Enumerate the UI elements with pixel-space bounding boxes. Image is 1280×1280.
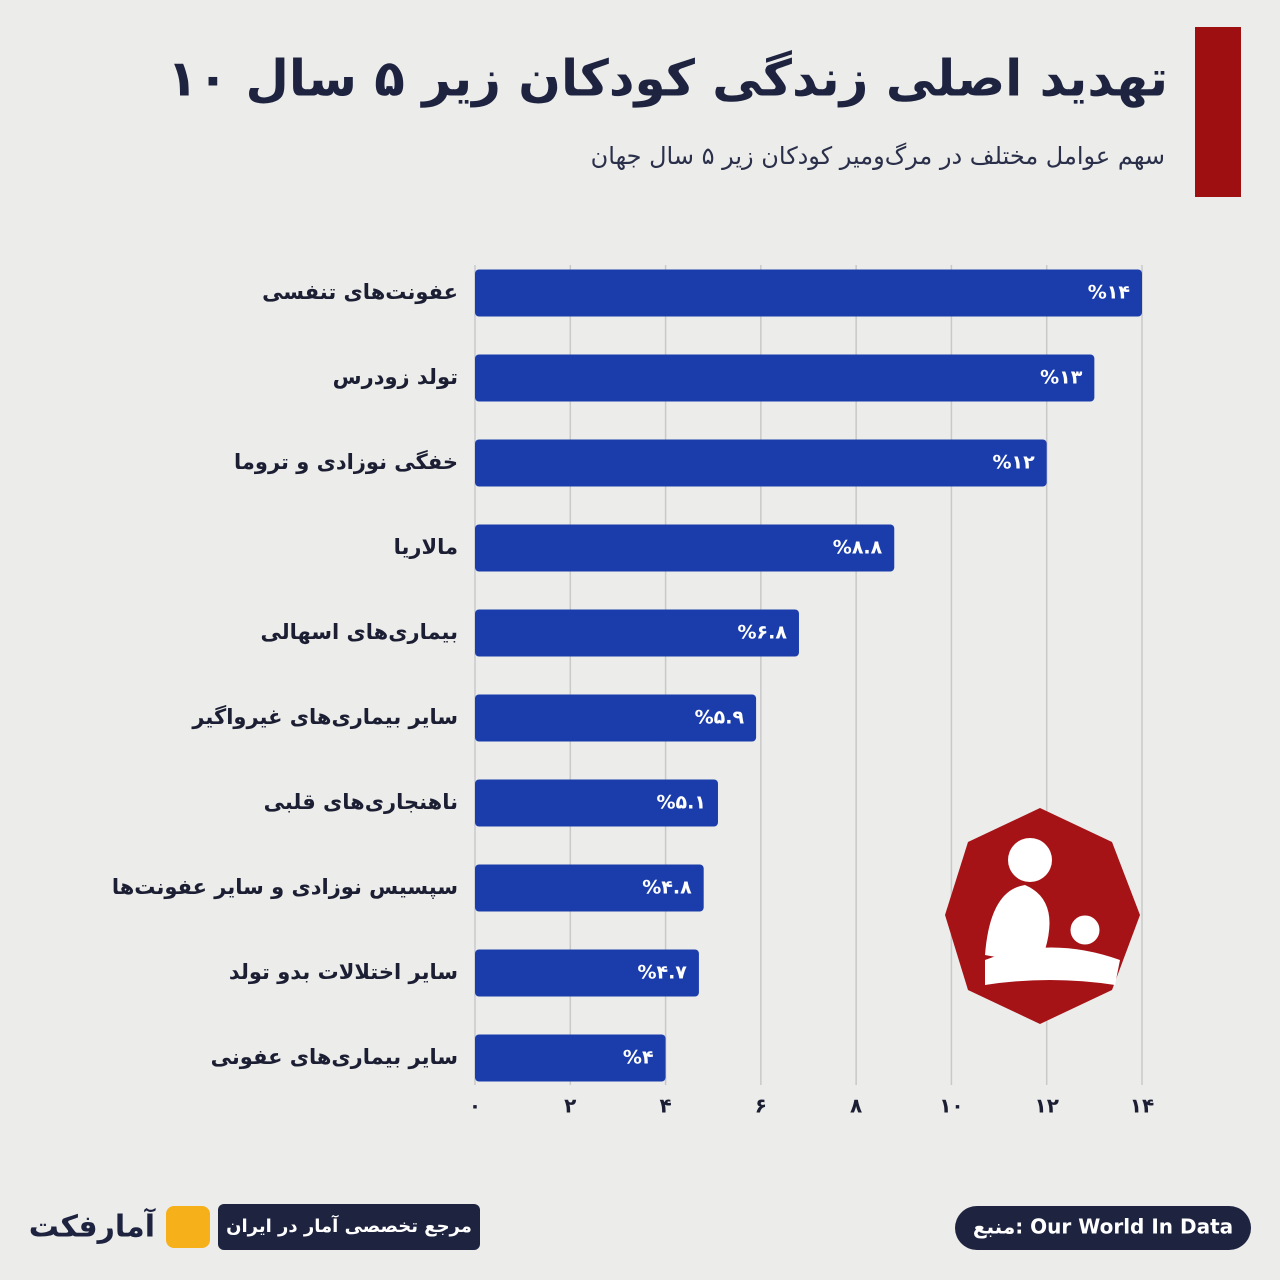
category-label: تولد زودرس [333,365,458,389]
category-label: بیماری‌های اسهالی [261,620,459,644]
category-label: مالاریا [394,535,458,559]
category-label: ناهنجاری‌های قلبی [264,790,458,814]
category-label: سایر اختلالات بدو تولد [229,960,458,984]
chart-title: ۱۰ تهدید اصلی زندگی کودکان زیر ۵ سال [167,50,1168,109]
brand-name: آمارفکت [29,1208,156,1245]
bar [475,694,757,742]
value-label: %۱۳ [1040,367,1083,389]
bar [475,269,1142,317]
category-label: خفگی نوزادی و تروما [234,449,458,474]
x-tick-label: ۰ [469,1094,481,1118]
icon-child [1067,912,1103,948]
bar [475,864,704,912]
value-label: %۵.۹ [695,707,745,729]
bar [475,524,895,572]
x-tick-label: ۴ [659,1094,671,1118]
accent-bar [1195,27,1241,197]
bar [475,949,699,997]
category-label: عفونت‌های تنفسی [262,280,458,304]
tagline-box [218,1204,480,1250]
illustration [945,808,1140,1024]
value-label: %۴.۸ [642,877,692,899]
value-label: %۱۲ [992,452,1035,474]
source-text: منبع: Our World In Data [973,1215,1233,1239]
icon-head [1008,838,1052,882]
tagline-text: مرجع تخصصی آمار در ایران [226,1214,472,1237]
source-pill [955,1206,1251,1250]
bar [475,354,1095,402]
icon-blanket [985,947,1120,985]
value-label: %۸.۸ [833,537,883,559]
icon-body [985,885,1050,965]
x-tick-label: ۸ [850,1094,862,1118]
category-label: سایر بیماری‌های عفونی [211,1045,458,1069]
value-label: %۱۴ [1088,282,1130,304]
x-tick-label: ۱۲ [1035,1094,1059,1118]
plot-area: ۰ ۲ ۴ ۶ ۸ ۱۰ ۱۲ ۱۴ عفونت‌های تنفسی %۱۴ تولد زودرس%… [112,265,1154,1118]
x-tick-label: ۶ [755,1094,767,1118]
value-label: %۵.۱ [657,792,706,814]
category-label: سپسیس نوزادی و سایر عفونت‌ها [112,875,458,899]
brand-icon [166,1206,210,1248]
bar [475,779,718,827]
x-tick-label: ۲ [564,1094,576,1118]
value-label: %۴ [623,1047,654,1069]
bar [475,609,799,657]
bar [475,1034,666,1082]
value-label: %۶.۸ [738,622,788,644]
x-tick-label: ۱۴ [1130,1094,1154,1118]
bar [475,439,1047,487]
chart-subtitle: سهم عوامل مختلف در مرگ‌ومیر کودکان زیر ۵… [591,142,1165,170]
value-label: %۴.۷ [637,962,687,984]
x-tick-label: ۱۰ [939,1094,963,1118]
category-label: سایر بیماری‌های غیرواگیر [191,704,458,729]
footer: منبع: Our World In Data مرجع تخصصی آمار … [29,1204,1251,1250]
